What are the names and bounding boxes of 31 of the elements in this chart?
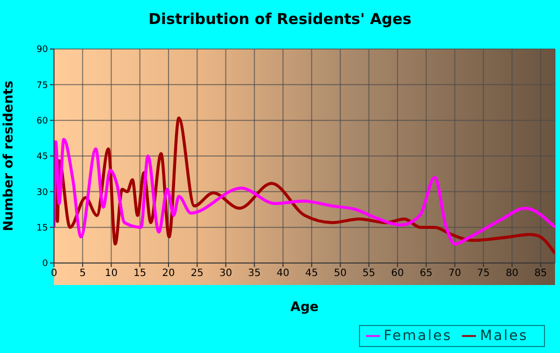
x-tick-label: 20 bbox=[162, 268, 175, 280]
x-tick-label: 15 bbox=[134, 268, 146, 280]
legend-label: Males bbox=[480, 328, 528, 344]
x-axis-title: Age bbox=[290, 300, 319, 315]
y-tick-label: 15 bbox=[36, 224, 48, 234]
x-tick-label: 55 bbox=[362, 268, 376, 280]
x-tick-label: 80 bbox=[506, 268, 518, 280]
chart-title: Distribution of Residents' Ages bbox=[148, 10, 412, 28]
x-tick-label: 10 bbox=[104, 268, 118, 280]
x-tick-label: 25 bbox=[190, 268, 204, 280]
legend-label: Females bbox=[384, 328, 452, 344]
y-tick-label: 75 bbox=[36, 80, 48, 91]
y-tick-label: 90 bbox=[36, 45, 48, 56]
x-tick-label: 50 bbox=[334, 268, 347, 280]
x-tick-label: 45 bbox=[305, 268, 318, 280]
x-tick-label: 5 bbox=[79, 268, 86, 280]
line-series bbox=[54, 138, 555, 246]
y-tick-label: 60 bbox=[36, 116, 48, 127]
x-tick-label: 30 bbox=[219, 268, 232, 280]
x-tick-label: 70 bbox=[448, 268, 462, 280]
y-tick-label: 30 bbox=[36, 188, 48, 198]
y-tick-label: 0 bbox=[42, 259, 48, 270]
x-tick-label: 35 bbox=[248, 268, 261, 280]
x-tick-label: 65 bbox=[420, 268, 433, 280]
y-axis-title: Number of residents bbox=[2, 80, 17, 232]
x-tick-label: 60 bbox=[391, 268, 404, 280]
x-tick-label: 0 bbox=[50, 268, 58, 280]
x-tick-label: 40 bbox=[276, 268, 290, 280]
y-tick-label: 45 bbox=[36, 152, 48, 162]
x-tick-label: 75 bbox=[477, 268, 490, 280]
x-tick-label: 85 bbox=[534, 268, 548, 280]
